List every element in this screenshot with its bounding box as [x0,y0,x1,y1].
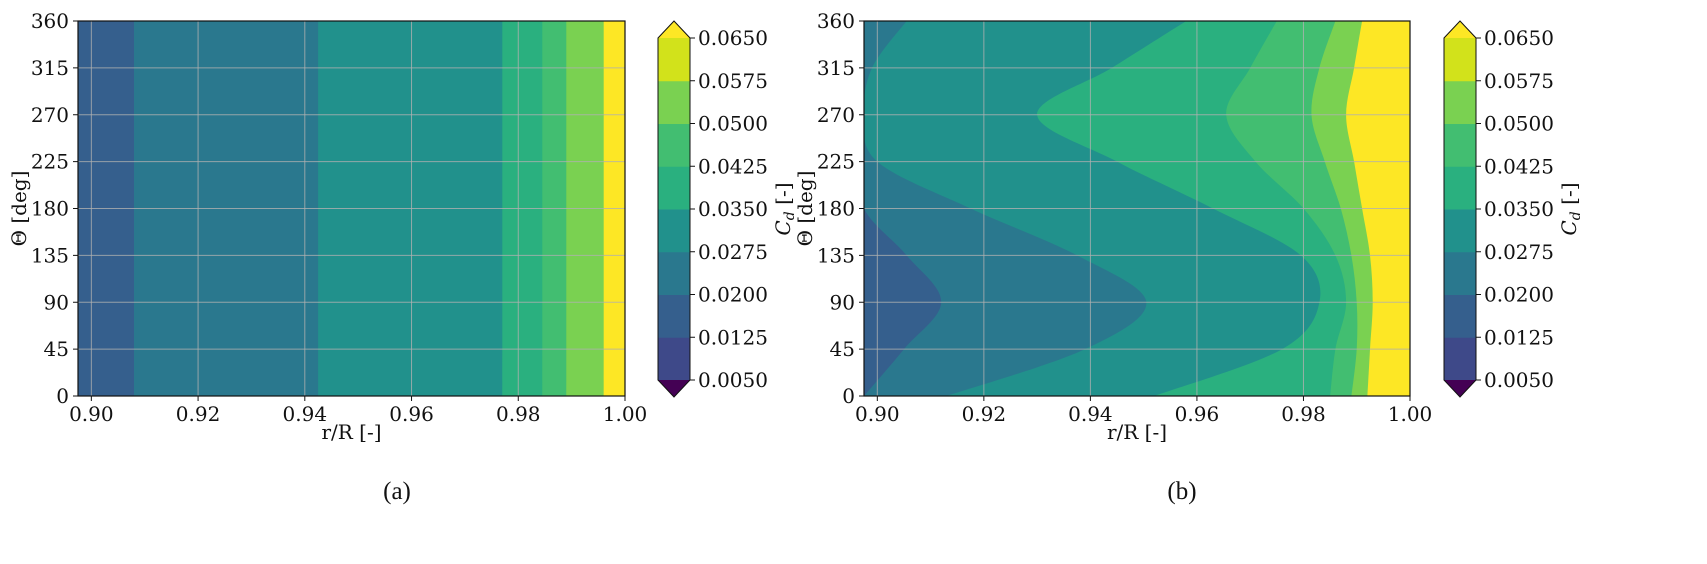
y-axis-label: Θ [deg] [793,171,817,247]
x-axis-label: r/R [-] [321,420,381,444]
x-tick-label: 0.92 [176,402,221,426]
y-tick-label: 180 [817,197,855,221]
y-tick-label: 360 [817,9,855,33]
colorbar: 0.0050 0.0125 0.0200 0.0275 0.0350 0.0425 0.05… [657,20,798,398]
y-tick-label: 45 [44,337,69,361]
colorbar-tick-label: 0.0050 [1484,368,1554,392]
colorbar-extend-max [658,21,690,38]
y-tick-label: 315 [817,56,855,80]
colorbar-segment [658,38,690,82]
colorbar-tick-label: 0.0350 [698,197,768,221]
y-tick-label: 225 [31,150,69,174]
x-tick-label: 0.94 [283,402,328,426]
y-tick-label: 360 [31,9,69,33]
x-tick-label: 0.96 [1175,402,1220,426]
colorbar-segment [658,294,690,338]
colorbar-segment [1444,209,1476,253]
y-tick-label: 135 [817,243,855,267]
colorbar: 0.0050 0.0125 0.0200 0.0275 0.0350 0.0425 0.05… [1443,20,1584,398]
panel-caption: (b) [1167,478,1196,505]
y-tick-label: 90 [830,290,855,314]
colorbar-segment [1444,337,1476,381]
colorbar-extend-max [1444,21,1476,38]
y-tick-label: 225 [817,150,855,174]
colorbar-segment [658,251,690,295]
colorbar-tick-label: 0.0200 [1484,283,1554,307]
colorbar-segment [1444,38,1476,82]
x-tick-label: 1.00 [1388,402,1433,426]
y-tick-label: 135 [31,243,69,267]
contour-plot-area [78,21,625,396]
colorbar-extend-min [1444,380,1476,397]
colorbar-tick-label: 0.0500 [1484,112,1554,136]
colorbar-segment [658,80,690,124]
colorbar-tick-label: 0.0200 [698,283,768,307]
x-tick-label: 0.90 [69,402,114,426]
y-tick-label: 45 [830,337,855,361]
colorbar-segment [1444,123,1476,167]
x-tick-label: 0.90 [855,402,900,426]
y-tick-label: 0 [842,384,855,408]
colorbar-segment [658,337,690,381]
panel-b: 0.90 0.92 0.94 0.96 0.98 1.00 0 45 90 135 180 225 27… [793,9,1584,505]
x-tick-label: 0.94 [1068,402,1113,426]
colorbar-tick-label: 0.0425 [698,154,768,178]
colorbar-tick-label: 0.0125 [1484,325,1554,349]
x-tick-label: 0.98 [1281,402,1326,426]
y-tick-label: 270 [31,103,69,127]
colorbar-tick-label: 0.0275 [698,240,768,264]
colorbar-extend-min [658,380,690,397]
x-tick-label: 0.96 [389,402,434,426]
y-tick-label: 90 [44,290,69,314]
x-tick-label: 0.98 [496,402,541,426]
colorbar-tick-label: 0.0500 [698,112,768,136]
colorbar-tick-label: 0.0125 [698,325,768,349]
colorbar-segment [1444,294,1476,338]
colorbar-segment [658,209,690,253]
panel-caption: (a) [383,478,411,505]
y-tick-label: 180 [31,197,69,221]
x-axis-label: r/R [-] [1107,420,1167,444]
colorbar-tick-label: 0.0350 [1484,197,1554,221]
x-tick-label: 1.00 [603,402,648,426]
colorbar-tick-label: 0.0050 [698,368,768,392]
colorbar-segment [658,123,690,167]
colorbar-tick-label: 0.0650 [698,26,768,50]
colorbar-segment [658,166,690,210]
colorbar-tick-label: 0.0425 [1484,154,1554,178]
colorbar-tick-label: 0.0650 [1484,26,1554,50]
colorbar-segment [1444,166,1476,210]
y-tick-label: 270 [817,103,855,127]
colorbar-segment [1444,251,1476,295]
colorbar-tick-label: 0.0275 [1484,240,1554,264]
colorbar-label: Cd [-] [1557,182,1584,235]
panel-a: 0.90 0.92 0.94 0.96 0.98 1.00 0 45 90 135 180 225 27… [7,9,798,505]
colorbar-segment [1444,80,1476,124]
y-axis-label: Θ [deg] [7,171,31,247]
colorbar-label: Cd [-] [771,182,798,235]
y-tick-label: 315 [31,56,69,80]
y-tick-label: 0 [56,384,69,408]
colorbar-tick-label: 0.0575 [1484,69,1554,93]
x-tick-label: 0.92 [962,402,1007,426]
contour-plot-area [864,21,1410,396]
colorbar-tick-label: 0.0575 [698,69,768,93]
